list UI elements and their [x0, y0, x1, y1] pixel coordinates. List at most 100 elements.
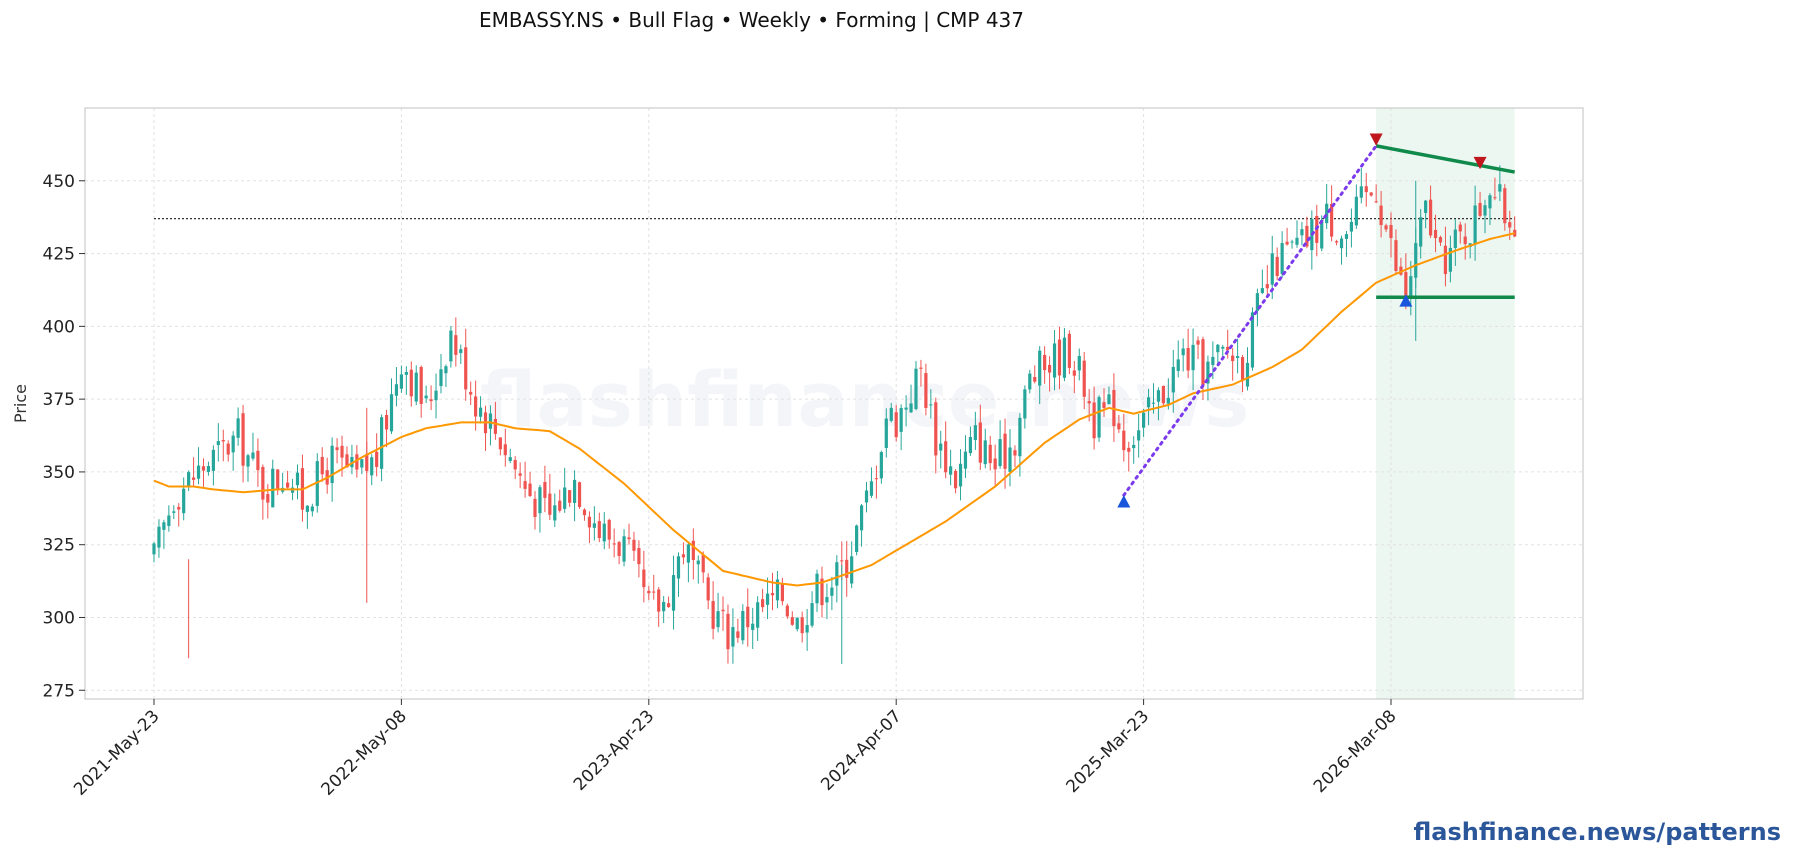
candle-body [355, 454, 359, 470]
candle-body [1142, 412, 1146, 428]
candle-body [869, 481, 874, 496]
candle-body [1424, 200, 1428, 213]
candle-body [1295, 237, 1299, 245]
candle-body [1240, 357, 1245, 381]
candle-body [988, 444, 992, 464]
candle-body [1280, 243, 1284, 275]
candle-body [548, 493, 552, 515]
candle-body [1285, 241, 1289, 245]
candle-body [592, 523, 596, 528]
candle-body [1062, 337, 1067, 378]
candle-body [889, 407, 893, 421]
candle-body [973, 425, 977, 441]
candle-body [256, 450, 260, 471]
candle-body [904, 407, 908, 410]
candle-body [320, 456, 324, 475]
candle-body [1275, 256, 1279, 276]
candle-body [1409, 276, 1413, 296]
candle-body [1255, 293, 1260, 311]
candle-body [553, 505, 557, 521]
candle-body [741, 611, 745, 641]
candle-body [1236, 356, 1240, 359]
swing-low-marker [1117, 495, 1131, 508]
candle-body [1364, 186, 1368, 193]
candle-body [721, 609, 725, 612]
grid-layer [85, 108, 1583, 699]
y-tick-label: 450 [43, 172, 75, 192]
candle-body [488, 413, 493, 429]
candle-body [607, 519, 611, 540]
credit-link[interactable]: flashfinance.news/patterns [1413, 818, 1781, 846]
candle-body [518, 473, 522, 476]
candle-body [1191, 344, 1195, 371]
candle-body [825, 597, 829, 603]
candle-body [770, 593, 775, 596]
candle-body [1082, 360, 1086, 397]
candle-body [1156, 390, 1161, 402]
candle-body [449, 330, 453, 362]
candle-body [1399, 266, 1403, 275]
y-tick-label: 350 [43, 463, 75, 483]
y-tick-label: 300 [43, 608, 75, 628]
candle-body [1092, 402, 1096, 439]
candle-body [805, 625, 809, 633]
candle-body [538, 487, 542, 514]
candle-body [340, 445, 344, 458]
candle-body [914, 368, 918, 410]
candle-body [642, 569, 646, 588]
candle-body [577, 482, 582, 507]
x-tick-label: 2025-Mar-23 [1063, 706, 1154, 797]
candle-body [884, 418, 888, 448]
candle-body [666, 603, 671, 608]
candle-body [1369, 192, 1373, 196]
candle-body [498, 437, 502, 450]
candle-body [1052, 343, 1057, 378]
candle-body [765, 593, 770, 605]
candle-body [676, 556, 681, 579]
candle-body [627, 537, 631, 540]
candle-body [1072, 370, 1076, 376]
candle-body [662, 601, 666, 612]
candle-body [1171, 366, 1175, 393]
candle-body [231, 435, 235, 453]
candle-body [1513, 229, 1517, 237]
pattern-zone-layer [1376, 108, 1515, 699]
candle-body [1325, 203, 1329, 224]
candle-body [1438, 237, 1443, 243]
candle-body [647, 590, 651, 594]
candle-body [389, 394, 394, 432]
candle-body [1300, 229, 1304, 236]
candle-body [622, 536, 626, 562]
candle-body [261, 466, 265, 500]
candle-body [1151, 402, 1156, 404]
x-axis: 2021-May-23 2022-May-08 2023-Apr-23 2024-Ap… [70, 699, 1401, 800]
candle-body [800, 617, 804, 634]
candle-body [815, 573, 819, 604]
candle-body [1389, 224, 1393, 239]
candle-body [266, 494, 270, 503]
candle-body [958, 463, 963, 487]
pattern-lines-layer [1122, 144, 1516, 497]
candle-body [177, 506, 181, 510]
candle-body [1018, 417, 1022, 457]
candle-body [756, 602, 760, 628]
candle-body [191, 477, 196, 480]
candle-body [513, 459, 517, 470]
candle-body [568, 490, 572, 503]
candle-body [1488, 195, 1492, 209]
x-tick-label: 2026-Mar-08 [1310, 706, 1401, 797]
candle-body [929, 404, 933, 406]
candle-body [1102, 402, 1106, 408]
candle-body [602, 523, 606, 542]
y-tick-label: 425 [43, 245, 75, 265]
candle-body [1216, 344, 1220, 353]
candle-body [899, 407, 903, 432]
candle-body [1067, 333, 1071, 368]
candle-body [1473, 205, 1477, 245]
candle-body [271, 468, 275, 508]
y-tick-label: 400 [43, 317, 75, 337]
candle-body [864, 490, 869, 503]
candle-body [508, 457, 512, 461]
candle-body [949, 466, 953, 475]
candle-body [909, 403, 913, 413]
